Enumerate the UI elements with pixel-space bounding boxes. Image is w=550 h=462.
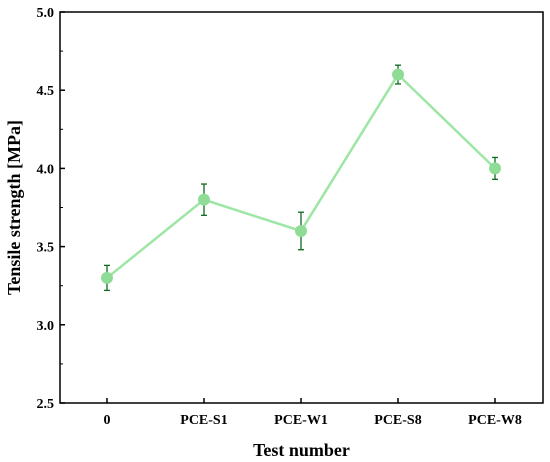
data-series <box>101 64 501 292</box>
x-tick-label: 0 <box>104 413 111 428</box>
x-tick-label: PCE-W8 <box>468 413 522 428</box>
x-axis-title: Test number <box>253 440 350 460</box>
data-point <box>101 271 113 284</box>
y-axis: 2.5 3.0 3.5 4.0 4.5 5.0 <box>37 6 65 412</box>
data-point <box>295 224 307 237</box>
y-tick-label: 3.0 <box>37 319 55 334</box>
y-tick-label: 3.5 <box>37 241 55 256</box>
plot-frame <box>59 11 544 404</box>
y-axis-title: Tensile strength [MPa] <box>4 120 24 295</box>
y-tick-label: 5.0 <box>37 6 55 21</box>
y-tick-label: 4.0 <box>37 162 55 177</box>
y-tick-label: 2.5 <box>37 397 55 412</box>
x-tick-label: PCE-W1 <box>274 413 328 428</box>
x-axis: 0 PCE-S1 PCE-W1 PCE-S8 PCE-W8 <box>104 398 522 428</box>
x-tick-label: PCE-S1 <box>180 413 227 428</box>
x-tick-label: PCE-S8 <box>374 413 421 428</box>
data-point <box>198 193 210 206</box>
data-point <box>392 68 404 81</box>
data-point <box>489 162 501 175</box>
y-tick-label: 4.5 <box>37 84 55 99</box>
